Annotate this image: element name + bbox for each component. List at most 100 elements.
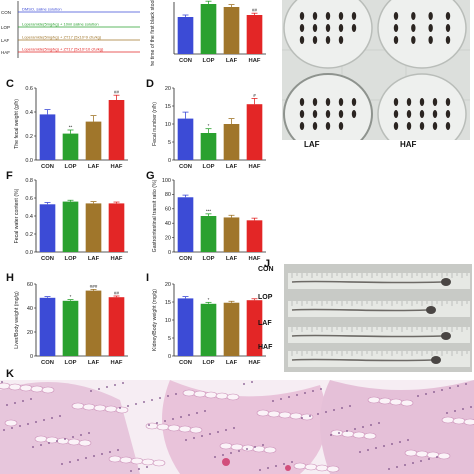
nucleus bbox=[156, 422, 158, 424]
crypt bbox=[156, 423, 170, 431]
fecal-pellet bbox=[312, 12, 318, 20]
nucleus bbox=[388, 468, 390, 470]
bar-con bbox=[39, 297, 56, 356]
nucleus bbox=[77, 459, 79, 461]
ruler-strip bbox=[288, 327, 470, 343]
nucleus bbox=[146, 466, 148, 468]
nucleus bbox=[11, 427, 13, 429]
x-tick-label: LOP bbox=[203, 58, 215, 64]
nucleus bbox=[143, 401, 145, 403]
nucleus bbox=[98, 388, 100, 390]
y-axis-label: The time of the first black stool (min) bbox=[150, 0, 156, 66]
nucleus bbox=[1, 381, 3, 383]
fecal-pellet bbox=[299, 24, 305, 32]
crypt bbox=[204, 391, 218, 399]
fecal-pellet bbox=[393, 122, 399, 130]
fecal-pellet bbox=[406, 122, 412, 130]
ruler-strip bbox=[288, 301, 470, 317]
tissue-region bbox=[0, 382, 140, 474]
fecal-pellet bbox=[312, 36, 318, 44]
fecal-pellet bbox=[432, 98, 438, 106]
nucleus bbox=[48, 442, 50, 444]
nucleus bbox=[90, 390, 92, 392]
nucleus bbox=[462, 408, 464, 410]
nucleus bbox=[378, 422, 380, 424]
bar-haf bbox=[246, 220, 263, 252]
nucleus bbox=[259, 469, 261, 471]
tissue-region bbox=[320, 380, 474, 474]
crypt bbox=[289, 412, 303, 420]
y-tick-label: 20 bbox=[165, 86, 171, 92]
nucleus bbox=[333, 409, 335, 411]
crypt bbox=[463, 418, 474, 426]
cecum bbox=[426, 306, 436, 314]
fecal-pellet bbox=[338, 110, 344, 118]
crypt bbox=[30, 385, 44, 393]
x-tick-label: LAF bbox=[226, 256, 238, 262]
nucleus bbox=[412, 462, 414, 464]
y-tick-label: 0 bbox=[168, 250, 171, 256]
crypt bbox=[230, 443, 244, 451]
crypt bbox=[226, 393, 240, 401]
bar-laf bbox=[223, 302, 240, 356]
nucleus bbox=[304, 392, 306, 394]
red-cell-cluster bbox=[285, 465, 291, 471]
nucleus bbox=[341, 407, 343, 409]
crypt bbox=[304, 463, 318, 471]
y-tick-label: 0.8 bbox=[25, 178, 33, 184]
fecal-pellet bbox=[312, 24, 318, 32]
y-tick-label: 5 bbox=[168, 336, 171, 342]
nucleus bbox=[441, 389, 443, 391]
nucleus bbox=[159, 397, 161, 399]
crypt bbox=[141, 458, 155, 466]
fecal-pellet bbox=[299, 110, 305, 118]
significance-mark: * bbox=[208, 123, 210, 128]
y-tick-label: 0 bbox=[30, 354, 33, 360]
fecal-pellet bbox=[432, 122, 438, 130]
bar-con bbox=[177, 17, 194, 54]
fecal-pellet bbox=[351, 24, 357, 32]
y-tick-label: 20 bbox=[165, 282, 171, 288]
nucleus bbox=[346, 430, 348, 432]
nucleus bbox=[446, 412, 448, 414]
nucleus bbox=[64, 438, 66, 440]
fecal-pellet bbox=[325, 36, 331, 44]
bar-lop bbox=[62, 300, 79, 356]
x-tick-label: LAF bbox=[88, 256, 100, 262]
x-tick-label: CON bbox=[179, 256, 192, 262]
nucleus bbox=[85, 457, 87, 459]
x-tick-label: CON bbox=[179, 164, 192, 170]
intestine-row-label: LAF bbox=[258, 320, 272, 327]
crypt bbox=[104, 405, 118, 413]
fecal-pellet bbox=[419, 110, 425, 118]
cecum bbox=[431, 356, 441, 364]
nucleus bbox=[209, 433, 211, 435]
intestine-photo bbox=[284, 264, 472, 372]
y-tick-label: 0.0 bbox=[25, 250, 33, 256]
nucleus bbox=[80, 434, 82, 436]
fecal-pellet bbox=[299, 12, 305, 20]
crypt bbox=[115, 406, 129, 414]
bar-con bbox=[177, 298, 194, 356]
nucleus bbox=[267, 467, 269, 469]
nucleus bbox=[338, 432, 340, 434]
dish-label-laf: LAF bbox=[304, 140, 320, 149]
nucleus bbox=[188, 414, 190, 416]
nucleus bbox=[317, 413, 319, 415]
histology-svg bbox=[0, 380, 474, 474]
y-axis-label: Gastrointestinal transit ratio (%) bbox=[152, 179, 158, 252]
y-tick-label: 0.4 bbox=[25, 110, 33, 116]
nucleus bbox=[119, 407, 121, 409]
nucleus bbox=[164, 420, 166, 422]
nucleus bbox=[151, 399, 153, 401]
nucleus bbox=[130, 470, 132, 472]
crypt bbox=[315, 464, 329, 472]
x-tick-label: LOP bbox=[65, 360, 77, 366]
nucleus bbox=[457, 385, 459, 387]
crypt bbox=[45, 436, 59, 444]
nucleus bbox=[114, 384, 116, 386]
timeline-group-label: HAF bbox=[1, 50, 10, 55]
fecal-pellet bbox=[445, 12, 451, 20]
fecal-pellet bbox=[406, 98, 412, 106]
nucleus bbox=[59, 415, 61, 417]
